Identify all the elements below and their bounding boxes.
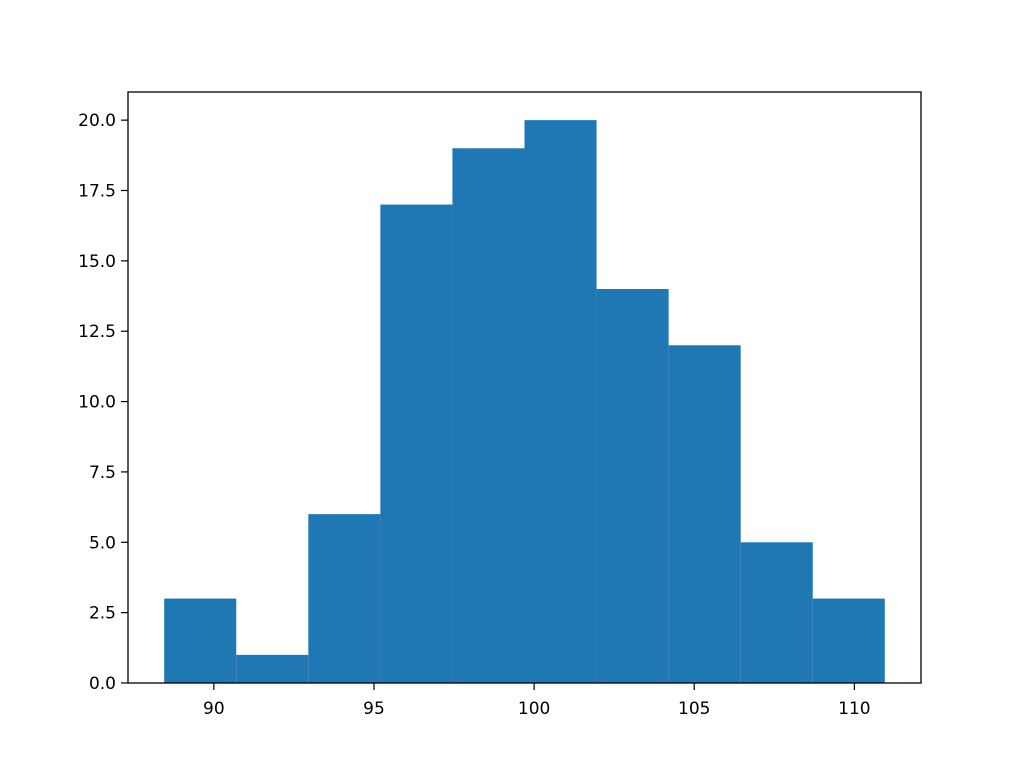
x-tick-label: 100 (518, 699, 550, 719)
x-tick-label: 110 (838, 699, 870, 719)
histogram-bar-3 (308, 514, 381, 683)
x-tick-label: 105 (678, 699, 710, 719)
y-tick-label: 15.0 (78, 252, 116, 272)
x-tick-label: 95 (363, 699, 385, 719)
y-tick-label: 20.0 (78, 111, 116, 131)
y-tick-label: 12.5 (78, 322, 116, 342)
y-axis-ticks: 0.0 2.5 5.0 7.5 10.0 12.5 15.0 17.5 20.0 (78, 111, 128, 694)
x-axis-ticks: 90 95 100 105 110 (203, 683, 871, 719)
histogram-bar-8 (668, 345, 741, 683)
histogram-bar-6 (524, 120, 597, 683)
y-tick-label: 7.5 (89, 463, 116, 483)
y-tick-label: 10.0 (78, 393, 116, 413)
plot-frame (127, 91, 922, 684)
histogram-bar-9 (740, 542, 813, 683)
y-tick-label: 17.5 (78, 182, 116, 202)
y-tick-label: 5.0 (89, 533, 116, 553)
histogram-bar-10 (812, 598, 885, 683)
x-tick-label: 90 (203, 699, 225, 719)
histogram-bar-4 (380, 204, 453, 684)
histogram-bar-7 (596, 289, 669, 683)
histogram-bar-5 (452, 148, 525, 684)
histogram-bar-1 (164, 598, 237, 683)
histogram-bar-2 (236, 654, 309, 683)
histogram-bars (164, 120, 885, 684)
y-tick-label: 2.5 (89, 604, 116, 624)
y-tick-label: 0.0 (89, 674, 116, 694)
